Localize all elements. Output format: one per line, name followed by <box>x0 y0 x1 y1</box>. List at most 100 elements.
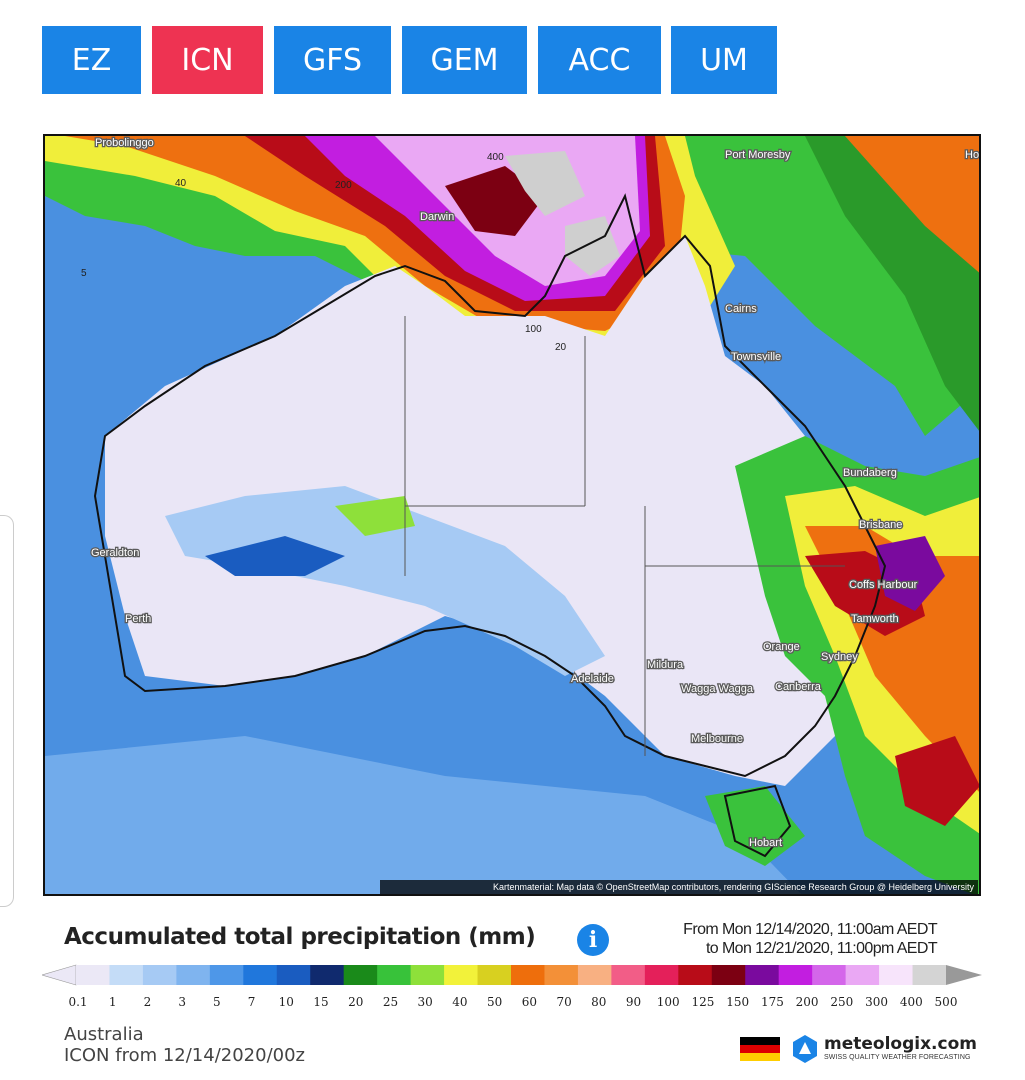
city-label: Townsville <box>731 351 781 363</box>
rain-core-darkred <box>445 166 545 236</box>
tab-acc[interactable]: ACC <box>538 26 661 94</box>
legend-swatch <box>678 965 713 985</box>
legend-tick: 500 <box>934 995 958 1009</box>
rain-spot-green <box>335 496 415 536</box>
legend-tick: 400 <box>899 995 923 1009</box>
brand-tagline: SWISS QUALITY WEATHER FORECASTING <box>824 1054 971 1061</box>
scroll-edge <box>0 515 14 907</box>
legend-swatch <box>377 965 412 985</box>
region-info: Australia ICON from 12/14/2020/00z <box>64 1024 305 1066</box>
tab-icn[interactable]: ICN <box>152 26 263 94</box>
map-attribution: Kartenmaterial: Map data © OpenStreetMap… <box>380 880 978 894</box>
rain-core-tasman-red <box>895 736 979 826</box>
city-label: Darwin <box>420 211 454 223</box>
legend-swatch <box>577 965 612 985</box>
legend-swatch <box>711 965 746 985</box>
city-label: Mildura <box>647 659 684 671</box>
legend-swatch <box>611 965 646 985</box>
legend-tick: 300 <box>865 995 888 1009</box>
land-pale <box>105 236 855 786</box>
brand[interactable]: meteologix.com SWISS QUALITY WEATHER FOR… <box>740 1032 980 1066</box>
legend-tick: 60 <box>521 995 537 1009</box>
city-label: Sydney <box>821 651 858 663</box>
city-label: Perth <box>125 613 151 625</box>
legend-tick: 25 <box>382 995 399 1009</box>
city-label: Tamworth <box>851 613 899 625</box>
legend-swatch <box>845 965 880 985</box>
period-from: From Mon 12/14/2020, 11:00am AEDT <box>683 921 937 938</box>
legend-tick: 175 <box>760 995 784 1009</box>
contour-label: 40 <box>175 178 187 189</box>
rain-band-ne-orange <box>845 136 979 273</box>
legend-tick: 10 <box>278 995 294 1009</box>
contour-label: 5 <box>81 268 87 279</box>
legend-tick: 30 <box>417 995 433 1009</box>
legend-tick: 250 <box>830 995 854 1009</box>
legend-swatch <box>343 965 378 985</box>
legend-tick: 2 <box>143 995 152 1009</box>
legend-swatch <box>912 965 947 985</box>
legend-swatch <box>410 965 445 985</box>
land-mask-arnhem <box>505 151 585 216</box>
rain-band-inland-dark <box>205 536 345 576</box>
city-label: Adelaide <box>571 673 614 685</box>
legend-swatch <box>644 965 679 985</box>
legend-tick: 1 <box>108 995 117 1009</box>
city-label: Port Moresby <box>725 149 791 161</box>
contour-label: 200 <box>335 180 352 191</box>
tab-ez[interactable]: EZ <box>42 26 141 94</box>
region-name: Australia <box>64 1024 144 1045</box>
legend-tick: 20 <box>348 995 364 1009</box>
legend-arrow-left <box>42 964 77 986</box>
rain-core-east-purple <box>875 536 945 611</box>
legend-swatch <box>276 965 311 985</box>
legend-tick-labels: 0.1 1 2 3 5 7 10 15 20 25 30 40 50 60 70 80 90 100 125 150 1… <box>0 995 1025 1013</box>
legend-swatch <box>812 965 847 985</box>
legend-swatch <box>778 965 813 985</box>
legend-swatch <box>477 965 512 985</box>
tab-gfs[interactable]: GFS <box>274 26 391 94</box>
city-label: Wagga Wagga <box>681 683 754 695</box>
legend-tick: 3 <box>178 995 186 1009</box>
legend-tick: 200 <box>795 995 819 1009</box>
tab-gem[interactable]: GEM <box>402 26 527 94</box>
legend-tick: 0.1 <box>68 995 88 1009</box>
city-label: Brisbane <box>859 519 902 531</box>
legend-tick: 5 <box>213 995 221 1009</box>
legend-swatch <box>444 965 479 985</box>
tasmania-coastline <box>723 784 792 858</box>
precipitation-map[interactable]: Probolinggo Port Moresby Ho Darwin Cairn… <box>43 134 981 896</box>
land-mask-groote <box>565 216 620 276</box>
legend-swatch <box>243 965 278 985</box>
legend-swatch <box>511 965 545 985</box>
city-label: Coffs Harbour <box>849 579 918 591</box>
legend-tick: 80 <box>591 995 607 1009</box>
model-run: ICON from 12/14/2020/00z <box>64 1045 306 1066</box>
map-graphic: Probolinggo Port Moresby Ho Darwin Cairn… <box>45 136 979 894</box>
legend-swatch <box>310 965 345 985</box>
chart-title: Accumulated total precipitation (mm) <box>64 924 536 950</box>
brand-name: meteologix.com <box>824 1034 977 1054</box>
legend-cells <box>76 965 947 985</box>
legend-tick: 7 <box>247 995 256 1009</box>
color-legend <box>42 964 982 986</box>
legend-swatch <box>109 965 144 985</box>
legend-swatch <box>745 965 780 985</box>
city-label: Geraldton <box>91 547 139 559</box>
tab-um[interactable]: UM <box>671 26 777 94</box>
legend-tick: 90 <box>625 995 642 1009</box>
meteologix-logo-icon <box>793 1035 817 1063</box>
legend-tick: 40 <box>452 995 468 1009</box>
legend-swatch <box>209 965 244 985</box>
period-range: From Mon 12/14/2020, 11:00am AEDT to Mon… <box>683 920 937 958</box>
info-icon[interactable]: i <box>577 924 609 956</box>
rain-band-inland-blue <box>165 486 605 676</box>
legend-tick: 15 <box>313 995 329 1009</box>
coastline <box>93 193 887 778</box>
legend-swatch <box>76 965 110 985</box>
state-borders <box>404 316 845 756</box>
city-label: Cairns <box>725 303 757 315</box>
city-label: Bundaberg <box>843 467 897 479</box>
legend-swatch <box>544 965 579 985</box>
ocean-south-lighter <box>45 736 802 894</box>
